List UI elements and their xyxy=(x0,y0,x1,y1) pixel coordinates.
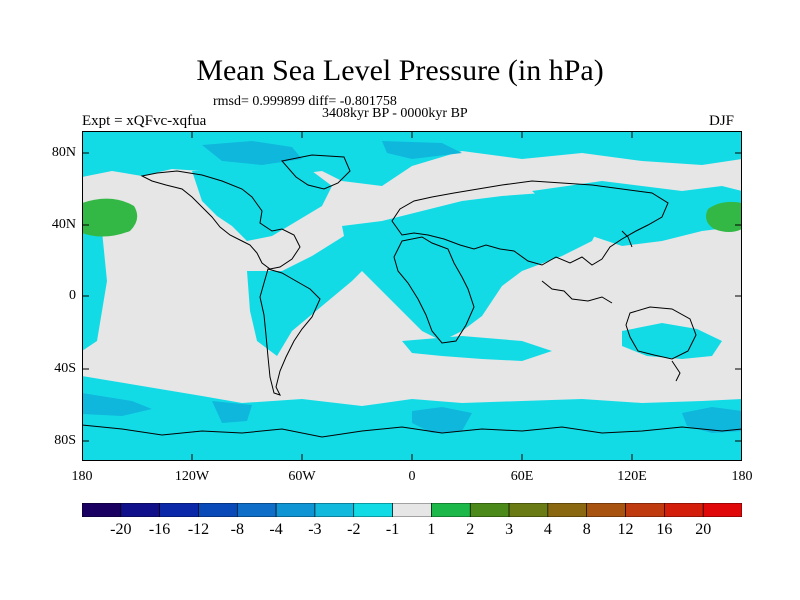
lat-label-40n: 40N xyxy=(51,217,76,232)
colorbar-swatch xyxy=(547,503,588,517)
lon-label-0: 0 xyxy=(408,469,416,484)
colorbar-label: -16 xyxy=(148,521,171,538)
colorbar-label: 1 xyxy=(427,521,436,538)
greenland-coast xyxy=(281,154,351,190)
axis-ticks xyxy=(82,131,742,461)
colorbar-swatch xyxy=(625,503,665,517)
antarctica-coast xyxy=(82,424,742,438)
lat-label-40s: 40S xyxy=(54,361,76,376)
colorbar-swatch xyxy=(664,503,704,517)
colorbar-swatch xyxy=(353,503,393,517)
colorbar-swatch xyxy=(508,503,549,517)
lon-label-120e: 120E xyxy=(617,469,647,484)
colorbar-swatch xyxy=(702,503,742,517)
south-america-coast xyxy=(259,268,321,396)
colorbar-swatch xyxy=(431,503,471,517)
colorbar-label: 16 xyxy=(656,521,673,538)
colorbar xyxy=(82,503,742,517)
pressure-map xyxy=(82,131,742,461)
lon-label-180w: 180 xyxy=(71,469,93,484)
colorbar-label: -1 xyxy=(385,521,400,538)
season-label: DJF xyxy=(709,113,735,129)
maritime-continent-coast xyxy=(541,280,613,304)
colorbar-label: -20 xyxy=(110,521,132,538)
colorbar-swatch xyxy=(469,503,510,517)
positive-anomaly-fields xyxy=(82,198,742,237)
colorbar-swatch xyxy=(82,503,122,517)
africa-coast xyxy=(393,236,475,344)
colorbar-label: 12 xyxy=(617,521,634,538)
lon-label-180e: 180 xyxy=(731,469,753,484)
colorbar-swatch xyxy=(120,503,160,517)
lat-label-equator: 0 xyxy=(69,288,76,303)
colorbar-swatch xyxy=(198,503,238,517)
coastlines xyxy=(82,154,742,438)
north-america-coast xyxy=(140,170,301,270)
colorbar-label: 20 xyxy=(695,521,712,538)
colorbar-label: 3 xyxy=(505,521,514,538)
japan-coast xyxy=(621,230,633,248)
australia-coast xyxy=(625,306,697,360)
new-zealand-coast xyxy=(671,360,681,382)
colorbar-label: 8 xyxy=(582,521,591,538)
colorbar-label: -4 xyxy=(269,521,283,538)
map-title: Mean Sea Level Pressure (in hPa) xyxy=(196,54,604,87)
colorbar-swatch xyxy=(159,503,199,517)
time-period: 3408kyr BP - 0000kyr BP xyxy=(322,106,468,121)
colorbar-label: -12 xyxy=(187,521,210,538)
colorbar-swatch xyxy=(275,503,316,517)
colorbar-label: -3 xyxy=(308,521,322,538)
lat-label-80s: 80S xyxy=(54,433,76,448)
stronger-negative-fields xyxy=(82,141,742,433)
lon-label-60w: 60W xyxy=(288,469,316,484)
lon-label-60e: 60E xyxy=(510,469,534,484)
lat-label-80n: 80N xyxy=(51,145,76,160)
eurasia-coast xyxy=(391,180,669,266)
lon-label-120w: 120W xyxy=(174,469,210,484)
colorbar-swatch xyxy=(236,503,277,517)
colorbar-label: 2 xyxy=(466,521,475,538)
colorbar-swatch xyxy=(314,503,355,517)
experiment-label: Expt = xQFvc-xqfua xyxy=(82,113,207,129)
colorbar-label: 4 xyxy=(543,521,552,538)
colorbar-swatch xyxy=(392,503,432,517)
colorbar-swatch xyxy=(586,503,626,517)
colorbar-label: -8 xyxy=(230,521,244,538)
rmsd-diff-stats: rmsd= 0.999899 diff= -0.801758 xyxy=(213,94,397,109)
colorbar-label: -2 xyxy=(347,521,361,538)
